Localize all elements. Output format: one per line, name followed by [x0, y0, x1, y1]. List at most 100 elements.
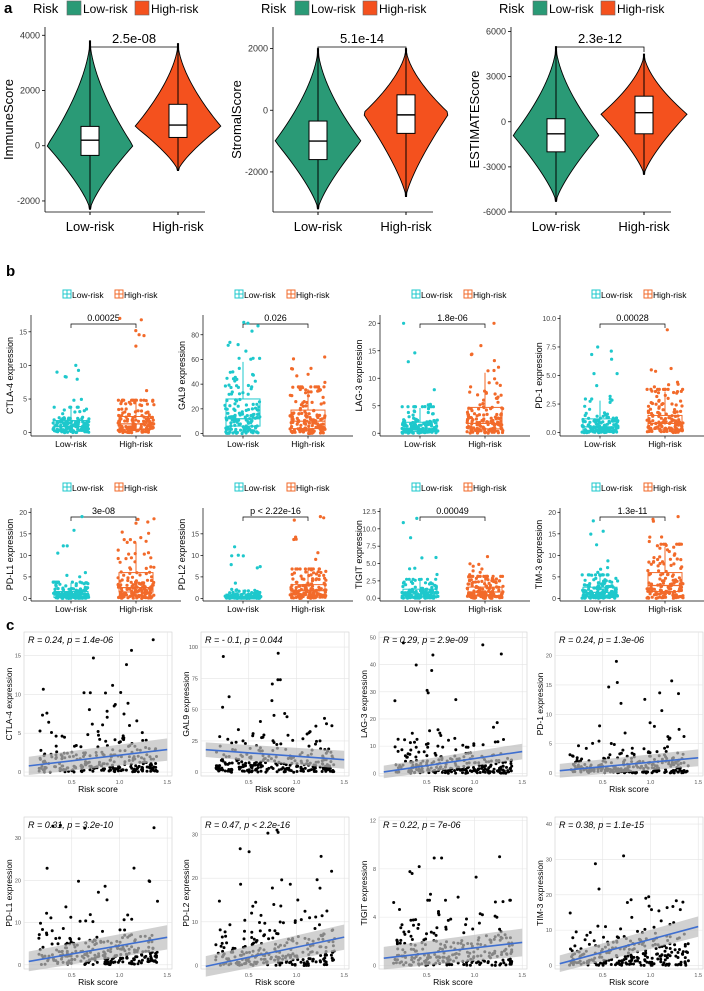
scatter-point [38, 729, 42, 733]
jitter-point [647, 573, 651, 577]
jitter-point [498, 416, 503, 420]
jitter-point [306, 372, 310, 376]
jitter-point [120, 414, 124, 418]
jitter-point [486, 422, 490, 427]
violin-chart-2: Risk Low-risk High-risk-200002000StromalSc… [229, 0, 449, 234]
jitter-point [80, 515, 84, 519]
jitter-point [680, 427, 684, 431]
jitter-point [675, 557, 679, 561]
scatter-point [643, 697, 647, 701]
jitter-point [239, 596, 243, 600]
jitter-point [487, 381, 491, 385]
jitter-point [299, 587, 303, 592]
jitter-point [139, 398, 143, 402]
y-tick-label: 15 [546, 683, 552, 689]
jitter-point [322, 385, 326, 389]
scatter-point [223, 930, 227, 934]
scatter-point [140, 958, 144, 962]
legend-label-high: High-risk [379, 2, 427, 16]
scatter-point [154, 952, 158, 955]
jitter-point [66, 418, 70, 422]
scatter-point [668, 954, 672, 958]
jitter-point [413, 427, 417, 431]
jitter-point [661, 572, 665, 576]
y-tick-label: 25 [192, 739, 198, 745]
scatter-point [272, 903, 276, 906]
scatter-point [325, 909, 329, 913]
scatter-point [155, 960, 159, 964]
x-tick-label: High-risk [468, 439, 502, 449]
scatter-point [56, 942, 60, 946]
jitter-point [606, 573, 610, 577]
scatter-point [664, 963, 668, 967]
jitter-point [480, 567, 484, 571]
jitter-point [465, 420, 469, 425]
scatter-point [480, 766, 484, 770]
scatter-point [398, 941, 402, 945]
y-tick-label: 12.5 [362, 509, 376, 516]
scatter-point [591, 741, 595, 745]
scatter-point [325, 767, 329, 771]
scatter-point [396, 737, 400, 741]
scatter-point [466, 766, 470, 770]
scatter-point [447, 738, 450, 742]
jitter-point [82, 582, 86, 586]
jitter-point [591, 430, 596, 434]
jitter-point [304, 583, 308, 587]
scatter-point [140, 953, 143, 956]
jitter-point [55, 427, 59, 431]
jitter-point [300, 411, 304, 415]
scatter-point [225, 941, 229, 945]
jitter-point [672, 589, 676, 594]
jitter-point [258, 415, 262, 419]
jitter-point [662, 418, 666, 422]
jitter-point [122, 595, 126, 599]
scatter-point [258, 929, 262, 933]
legend-swatch-high [600, 0, 616, 16]
scatter-point [130, 766, 134, 770]
scatter-point [577, 744, 580, 748]
jitter-point [297, 385, 301, 389]
jitter-point [56, 596, 60, 600]
scatter-point [218, 764, 222, 768]
jitter-point [148, 593, 152, 597]
scatter-point [635, 771, 638, 774]
jitter-point [245, 414, 249, 418]
jitter-point [474, 585, 478, 590]
jitter-point [599, 567, 603, 571]
legend-title: Risk [261, 1, 287, 16]
jitter-point [126, 425, 131, 429]
jitter-point [304, 422, 308, 426]
jitter-point [668, 557, 673, 561]
scatter-point [109, 960, 113, 963]
scatter-point [41, 687, 45, 691]
scatter-point [664, 750, 668, 753]
scatter-point [79, 769, 83, 773]
jitter-point [74, 596, 78, 600]
scatter-point [122, 918, 126, 922]
scatter-point [680, 771, 684, 775]
jitter-point [611, 430, 615, 434]
scatter-point [495, 721, 499, 725]
panel-label-b: b [6, 263, 15, 280]
scatter-point [678, 908, 682, 912]
y-tick-label: 30 [192, 832, 198, 838]
scatter-point [426, 742, 430, 746]
jitter-point [429, 594, 433, 598]
jitter-point [468, 431, 472, 435]
jitter-point [499, 424, 503, 428]
jitter-point [119, 417, 123, 421]
jitter-point [250, 329, 254, 333]
jitter-point [307, 567, 311, 571]
jitter-point [426, 423, 430, 427]
scatter-point [73, 744, 76, 748]
scatter-point [39, 921, 42, 925]
jitter-point [679, 542, 684, 546]
jitter-point [247, 426, 251, 430]
jitter-point [671, 593, 675, 597]
y-tick-label: -3000 [483, 162, 506, 172]
scatter-point [612, 743, 616, 746]
y-tick-label: 10.0 [362, 526, 376, 533]
scatter-point [276, 651, 280, 655]
